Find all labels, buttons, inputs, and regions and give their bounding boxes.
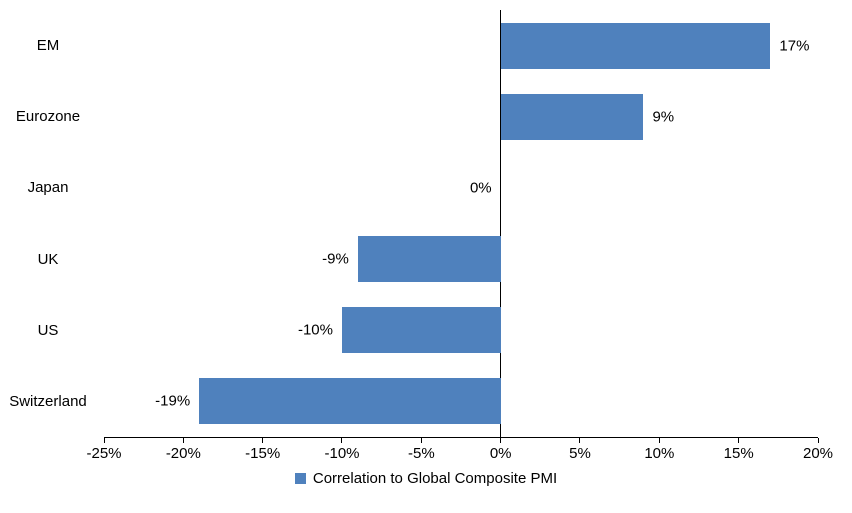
plot-area: 17% 9% 0% -9% -10% -19% [104, 10, 818, 438]
x-tick-mark [738, 438, 740, 443]
x-tick-mark [262, 438, 264, 443]
value-label: -9% [322, 250, 349, 268]
x-tick-label: -5% [407, 445, 435, 462]
x-tick-mark [341, 438, 343, 443]
x-tick-label: 10% [644, 445, 675, 462]
category-label: Eurozone [15, 108, 81, 126]
x-tick-mark [658, 438, 660, 443]
bar-em [500, 22, 771, 69]
bar-row: -10% [104, 295, 818, 366]
category-label: Switzerland [9, 392, 87, 410]
zero-baseline [500, 10, 502, 437]
x-axis: -25% -20% -15% -10% -5% 0% 5% 10% 15% 20% [86, 438, 833, 464]
bar-eurozone [500, 93, 644, 140]
value-label: -19% [155, 392, 191, 410]
bar-us [342, 307, 501, 354]
x-tick-label: -10% [324, 445, 360, 462]
x-tick-mark [817, 438, 819, 443]
value-label: 9% [652, 108, 675, 126]
bar-row: 17% [104, 10, 818, 81]
x-tick-label: -25% [86, 445, 122, 462]
x-tick-label: 20% [802, 445, 834, 462]
category-axis-labels: EM Eurozone Japan UK US Switzerland [0, 10, 96, 437]
x-tick-label: -15% [245, 445, 281, 462]
bar-switzerland [199, 378, 501, 425]
bar-uk [357, 236, 501, 283]
legend-swatch-icon [294, 473, 306, 484]
x-tick-mark [500, 438, 502, 443]
bar-rows: 17% 9% 0% -9% -10% -19% [104, 10, 818, 437]
bar-row: 9% [104, 81, 818, 152]
category-label: EM [36, 37, 60, 55]
bar-row: 0% [104, 152, 818, 223]
x-tick-mark [103, 438, 105, 443]
x-tick-label: -20% [165, 445, 201, 462]
value-label: -10% [297, 321, 333, 339]
x-tick-mark [182, 438, 184, 443]
x-tick-mark [579, 438, 581, 443]
bar-row: -9% [104, 223, 818, 294]
x-tick-label: 0% [489, 445, 512, 462]
x-tick-mark [420, 438, 422, 443]
x-tick-label: 15% [723, 445, 754, 462]
legend-label: Correlation to Global Composite PMI [312, 470, 558, 487]
bar-row: -19% [104, 366, 818, 437]
category-label: UK [37, 250, 59, 268]
legend: Correlation to Global Composite PMI [0, 470, 852, 487]
category-label: US [37, 321, 59, 339]
category-label: Japan [27, 179, 69, 197]
value-label: 0% [469, 179, 492, 197]
value-label: 17% [779, 37, 810, 55]
x-tick-label: 5% [569, 445, 591, 462]
